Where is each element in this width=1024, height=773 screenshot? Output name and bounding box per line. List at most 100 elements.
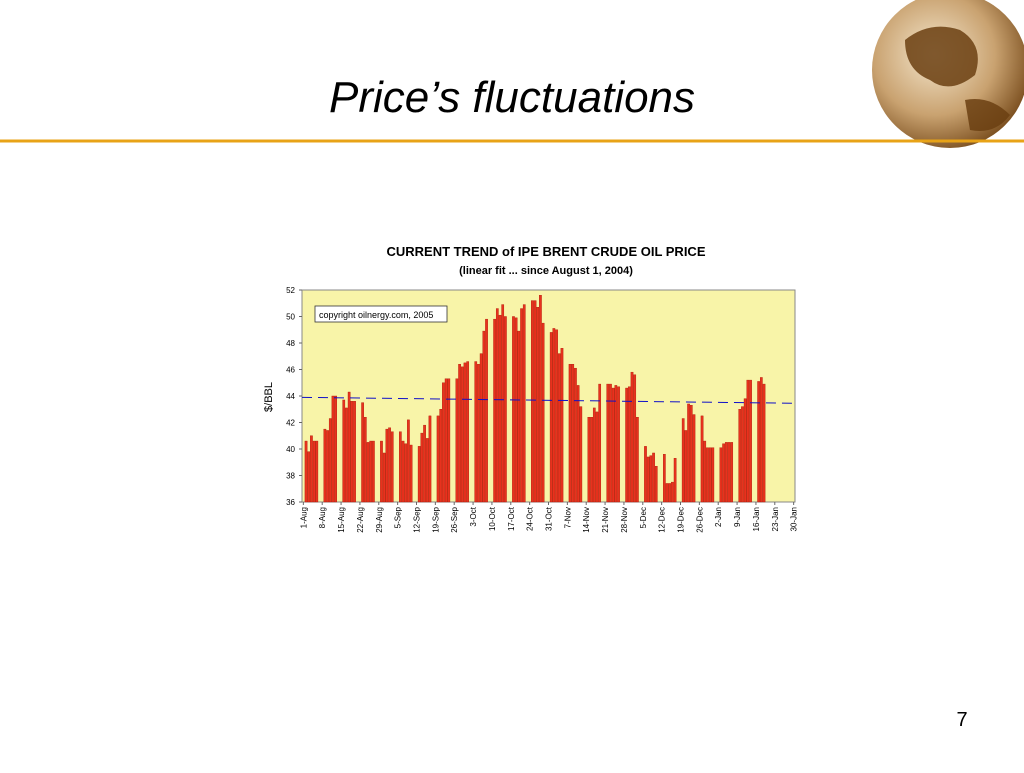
bar [310, 435, 313, 503]
bar [442, 382, 445, 503]
bar [611, 387, 615, 503]
bar [501, 304, 505, 503]
bar [493, 318, 496, 503]
bar [463, 362, 467, 503]
bar [730, 442, 734, 503]
bar [706, 447, 709, 503]
x-tick-label: 8-Aug [318, 507, 327, 528]
bar [326, 430, 329, 503]
bar [671, 481, 674, 503]
x-tick-label: 29-Aug [375, 507, 384, 533]
bar [428, 415, 432, 503]
bar [722, 443, 725, 503]
bar [436, 415, 440, 503]
x-tick-label: 19-Sep [431, 506, 440, 532]
bar [382, 452, 386, 503]
bar [479, 353, 483, 503]
x-tick-label: 22-Aug [356, 507, 365, 533]
bar [312, 440, 316, 503]
x-tick-label: 15-Aug [337, 507, 346, 533]
globe-landmass [905, 26, 1010, 132]
bar [652, 452, 655, 503]
bar [614, 385, 618, 503]
x-tick-label: 28-Nov [620, 507, 629, 533]
bar [495, 308, 499, 503]
chart-subtitle: (linear fit ... since August 1, 2004) [459, 265, 633, 277]
bar [531, 300, 534, 503]
bar [345, 407, 348, 503]
page-number: 7 [956, 709, 967, 731]
bar [455, 378, 459, 503]
bar [307, 451, 311, 503]
x-tick-label: 30-Jan [790, 507, 799, 531]
bar [741, 406, 744, 503]
bar [350, 401, 354, 503]
bar [665, 483, 669, 503]
bar [719, 447, 723, 503]
y-tick-label: 46 [286, 366, 295, 375]
bar [390, 431, 394, 503]
bar [342, 399, 346, 503]
bar [423, 424, 426, 503]
bar [398, 431, 402, 503]
annotation: copyright oilnergy.com, 2005 [319, 310, 433, 320]
bar [315, 440, 319, 503]
bar [574, 367, 577, 503]
x-tick-label: 16-Jan [752, 507, 761, 531]
y-tick-label: 48 [286, 339, 295, 348]
bar [549, 332, 553, 503]
bar [681, 418, 685, 503]
bar [654, 466, 658, 503]
bar [444, 378, 448, 503]
bar [417, 446, 421, 503]
bar [458, 364, 461, 503]
bar [404, 443, 408, 503]
bar [460, 366, 464, 503]
bar [703, 440, 707, 503]
bar [380, 440, 383, 503]
bar [762, 383, 766, 503]
bar [504, 316, 507, 503]
bar [439, 409, 443, 503]
x-tick-label: 2-Jan [714, 507, 723, 527]
annotation-box [314, 305, 448, 323]
bar [552, 328, 556, 503]
bar [533, 300, 537, 503]
bar [323, 428, 327, 503]
bar [409, 444, 413, 503]
bar [757, 381, 760, 503]
chart-title: CURRENT TREND of IPE BRENT CRUDE OIL PRI… [387, 244, 706, 259]
x-tick-label: 5-Sep [394, 506, 403, 528]
bar [512, 316, 515, 503]
bar [369, 440, 373, 503]
bar [539, 295, 542, 503]
bar [649, 455, 653, 503]
x-tick-label: 26-Sep [450, 506, 459, 532]
x-tick-label: 24-Oct [526, 506, 535, 531]
bar [331, 395, 335, 503]
bar [447, 378, 451, 503]
bar [388, 427, 391, 503]
y-tick-label: 42 [286, 419, 295, 428]
bar [328, 418, 332, 503]
x-tick-label: 19-Dec [677, 507, 686, 533]
bar [663, 454, 666, 503]
bar [557, 353, 561, 503]
bar [372, 440, 375, 503]
bar [590, 417, 593, 503]
slide-title: Price’s fluctuations [329, 73, 695, 122]
bar [687, 403, 690, 503]
bar [498, 314, 502, 503]
y-axis-label: $/BBL [263, 382, 275, 412]
bar [692, 414, 696, 503]
bar [711, 447, 715, 503]
bar [673, 458, 677, 503]
bar [485, 318, 488, 503]
bar [630, 371, 634, 503]
bar [361, 402, 364, 503]
x-tick-label: 31-Oct [545, 506, 554, 531]
bar [595, 411, 599, 503]
x-tick-label: 7-Nov [563, 507, 572, 528]
bar [425, 438, 429, 503]
